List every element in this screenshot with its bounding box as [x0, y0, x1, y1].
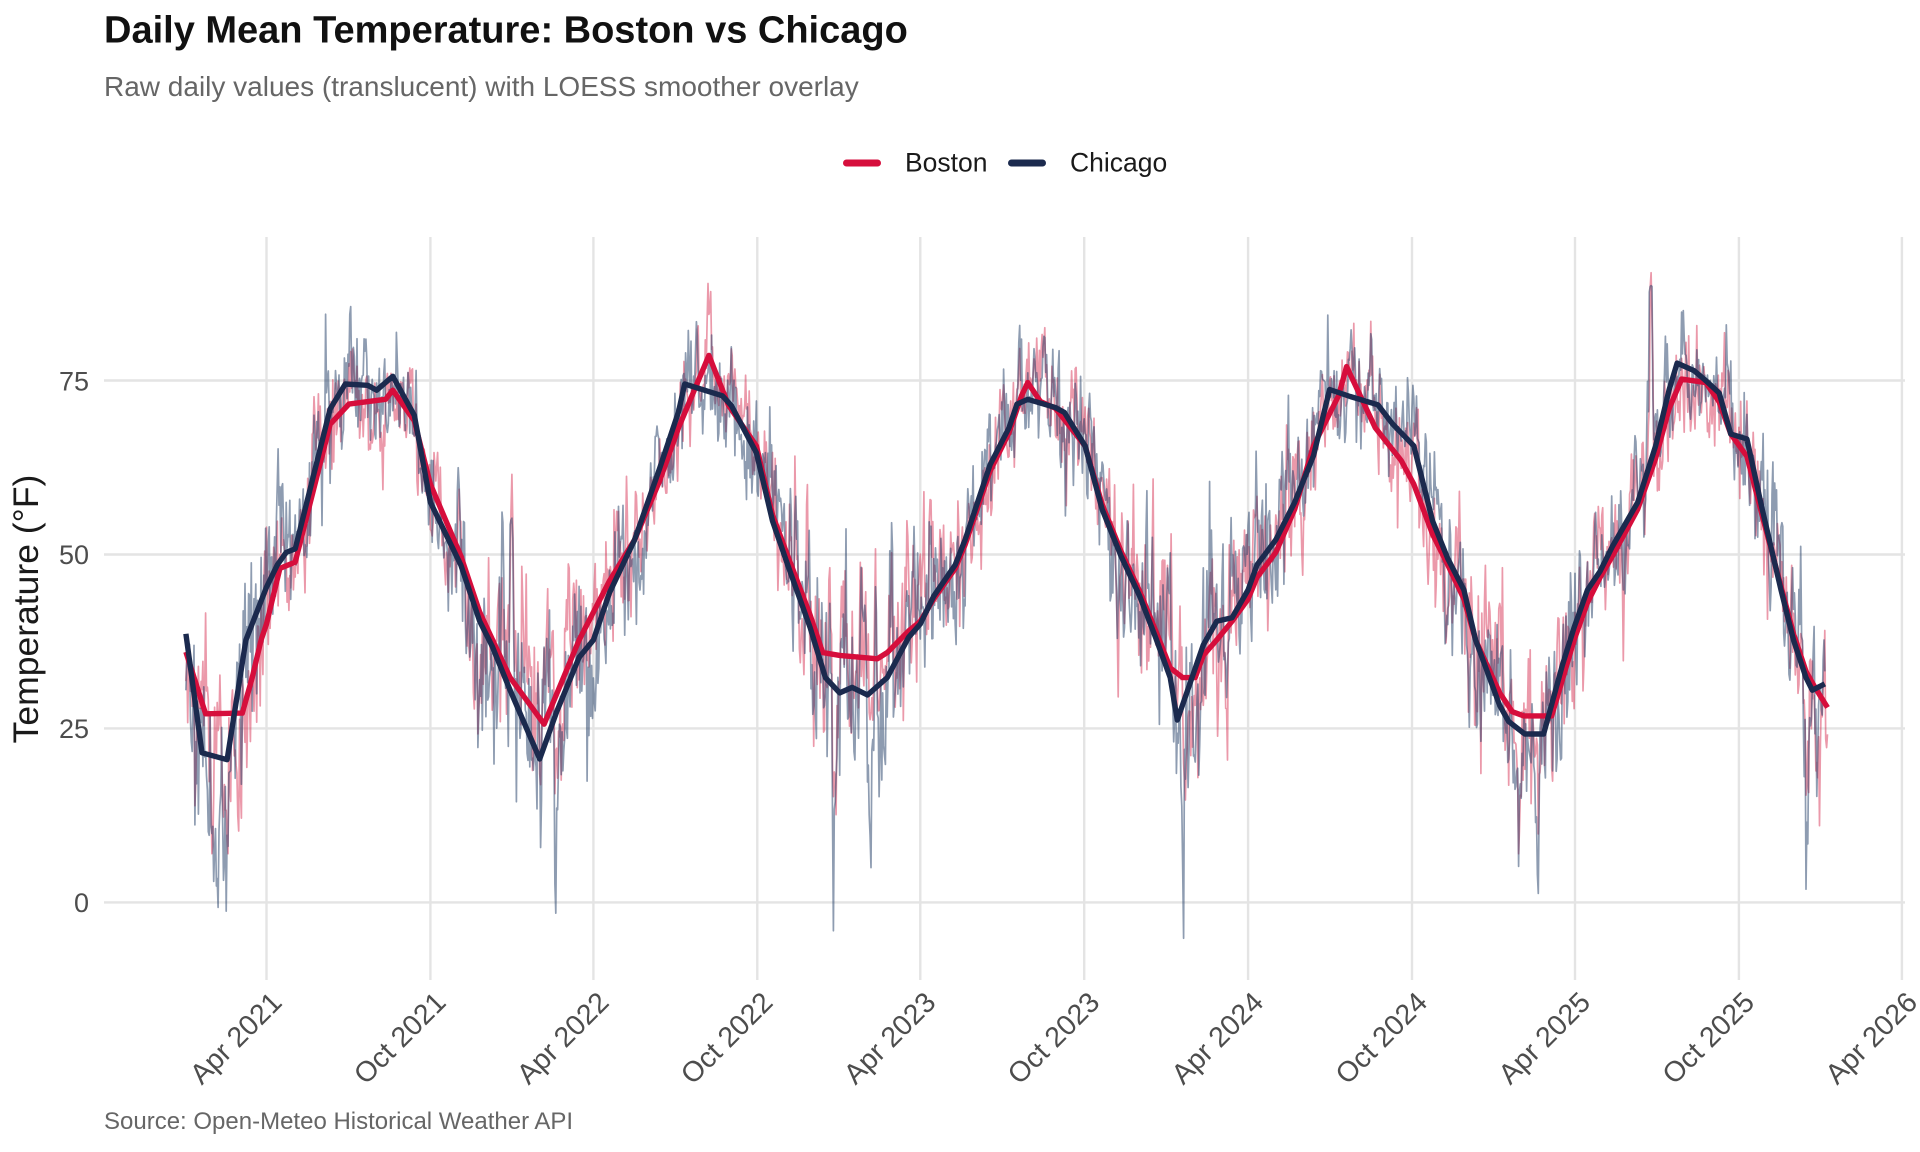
- svg-text:75: 75: [59, 366, 89, 396]
- svg-text:Raw daily values (translucent): Raw daily values (translucent) with LOES…: [104, 71, 859, 102]
- svg-text:Source: Open-Meteo Historical: Source: Open-Meteo Historical Weather AP…: [104, 1108, 573, 1135]
- svg-text:Temperature (°F): Temperature (°F): [6, 475, 46, 744]
- svg-text:50: 50: [59, 540, 89, 570]
- svg-text:Daily Mean Temperature: Boston: Daily Mean Temperature: Boston vs Chicag…: [104, 10, 908, 52]
- svg-text:Boston: Boston: [905, 148, 988, 178]
- svg-text:Chicago: Chicago: [1070, 148, 1167, 178]
- svg-text:0: 0: [74, 888, 89, 918]
- svg-text:25: 25: [59, 714, 89, 744]
